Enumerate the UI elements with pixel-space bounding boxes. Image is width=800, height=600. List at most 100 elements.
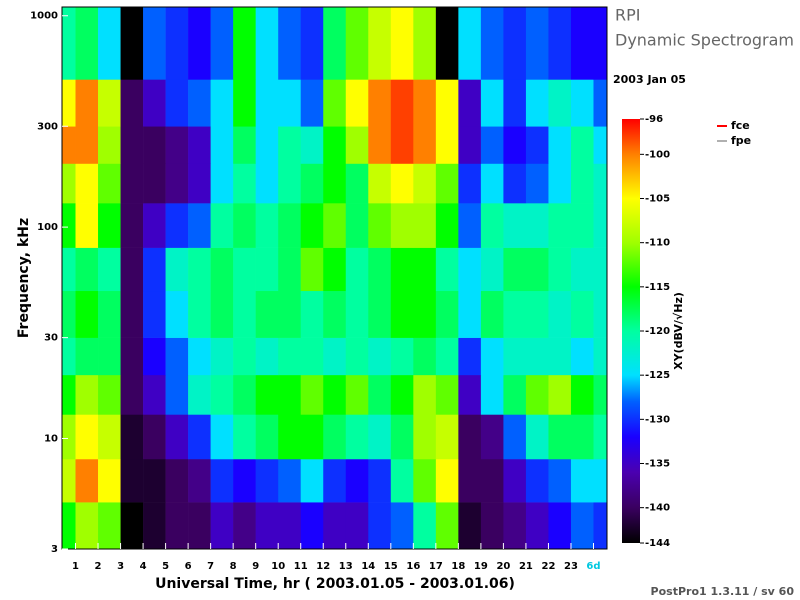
- heatmap-cell: [165, 7, 189, 80]
- heatmap-cell: [413, 290, 437, 338]
- heatmap-cell: [548, 203, 572, 248]
- x-tick-label: 22: [541, 561, 555, 572]
- x-tick-label: 19: [474, 561, 488, 572]
- x-tick-label: 17: [429, 561, 443, 572]
- heatmap-cell: [120, 7, 144, 80]
- heatmap-cell: [345, 374, 369, 415]
- heatmap-cell: [525, 374, 549, 415]
- colorbar-tick-label: -100: [645, 149, 670, 160]
- heatmap-cell: [435, 163, 459, 204]
- heatmap-cell: [75, 414, 99, 460]
- plot-frame: [61, 6, 608, 550]
- heatmap-cell: [278, 163, 302, 204]
- colorbar-tick-label: -140: [645, 503, 670, 514]
- heatmap-cell: [435, 337, 459, 376]
- heatmap-cell: [390, 458, 414, 503]
- heatmap-cell: [98, 290, 121, 338]
- heatmap-cell: [525, 458, 549, 503]
- x-tick-label: 5: [162, 561, 169, 572]
- heatmap-cell: [345, 203, 369, 248]
- heatmap-cell: [75, 203, 99, 248]
- colorbar-tick-label: -105: [645, 194, 670, 205]
- heatmap-cell: [413, 502, 437, 550]
- heatmap-cell: [188, 79, 211, 127]
- heatmap-cell: [480, 79, 504, 127]
- heatmap-cell: [503, 458, 527, 503]
- heatmap-cell: [278, 203, 302, 248]
- heatmap-cell: [345, 414, 369, 460]
- heatmap-cell: [188, 7, 211, 80]
- x-tick-label: 12: [316, 561, 330, 572]
- heatmap-cell: [525, 290, 549, 338]
- heatmap-cell: [255, 126, 279, 164]
- colorbar-tick-label: -115: [645, 282, 670, 293]
- heatmap-cell: [570, 414, 594, 460]
- heatmap-cell: [570, 502, 594, 550]
- heatmap-cell: [368, 247, 392, 292]
- colorbar-tick-label: -96: [645, 114, 663, 125]
- heatmap-cell: [210, 290, 234, 338]
- heatmap-cell: [345, 247, 369, 292]
- heatmap-cell: [570, 163, 594, 204]
- heatmap-cell: [278, 79, 302, 127]
- heatmap-cell: [120, 414, 144, 460]
- heatmap-cell: [233, 337, 256, 376]
- heatmap-cell: [120, 163, 144, 204]
- x-tick-label: 9: [252, 561, 259, 572]
- heatmap-cell: [368, 7, 392, 80]
- heatmap-cell: [62, 337, 76, 376]
- heatmap-cell: [525, 203, 549, 248]
- heatmap-cell: [165, 458, 189, 503]
- heatmap-cell: [323, 458, 347, 503]
- heatmap-cell: [143, 126, 166, 164]
- heatmap-cell: [75, 163, 99, 204]
- heatmap-cell: [368, 163, 392, 204]
- heatmap-cell: [548, 163, 572, 204]
- x-tick-label: 13: [339, 561, 353, 572]
- heatmap-cell: [210, 337, 234, 376]
- heatmap-cell: [98, 337, 121, 376]
- heatmap-cell: [98, 126, 121, 164]
- heatmap-cell: [75, 247, 99, 292]
- heatmap-cell: [300, 290, 324, 338]
- heatmap-cell: [75, 79, 99, 127]
- heatmap-cell: [345, 458, 369, 503]
- heatmap-cell: [210, 7, 234, 80]
- heatmap-cell: [143, 502, 166, 550]
- heatmap-cell: [368, 458, 392, 503]
- heatmap-cell: [255, 502, 279, 550]
- heatmap-cell: [413, 79, 437, 127]
- colorbar-tick-label: -130: [645, 414, 670, 425]
- heatmap-cell: [480, 502, 504, 550]
- heatmap-cell: [570, 79, 594, 127]
- heatmap-cell: [503, 163, 527, 204]
- heatmap-cell: [503, 247, 527, 292]
- heatmap-cell: [143, 7, 166, 80]
- chart-subtitle: Dynamic Spectrogram: [615, 31, 794, 50]
- heatmap-cell: [570, 458, 594, 503]
- heatmap-cell: [345, 337, 369, 376]
- heatmap-cell: [300, 337, 324, 376]
- heatmap-cell: [503, 290, 527, 338]
- heatmap-cell: [233, 374, 256, 415]
- heatmap-cell: [368, 502, 392, 550]
- heatmap-cell: [435, 458, 459, 503]
- heatmap-cell: [548, 79, 572, 127]
- heatmap-cell: [233, 247, 256, 292]
- heatmap-cell: [345, 7, 369, 80]
- heatmap-cell: [98, 163, 121, 204]
- heatmap-cell: [300, 458, 324, 503]
- heatmap-cell: [525, 7, 549, 80]
- heatmap-cell: [458, 337, 482, 376]
- heatmap-cell: [435, 247, 459, 292]
- heatmap-cell: [323, 126, 347, 164]
- y-tick-label: 1000: [30, 11, 58, 22]
- heatmap-cell: [413, 414, 437, 460]
- heatmap-cell: [345, 290, 369, 338]
- heatmap-cell: [75, 374, 99, 415]
- heatmap-cell: [255, 163, 279, 204]
- heatmap-cell: [458, 414, 482, 460]
- heatmap-cell: [480, 374, 504, 415]
- heatmap-cell: [390, 337, 414, 376]
- heatmap-cell: [255, 337, 279, 376]
